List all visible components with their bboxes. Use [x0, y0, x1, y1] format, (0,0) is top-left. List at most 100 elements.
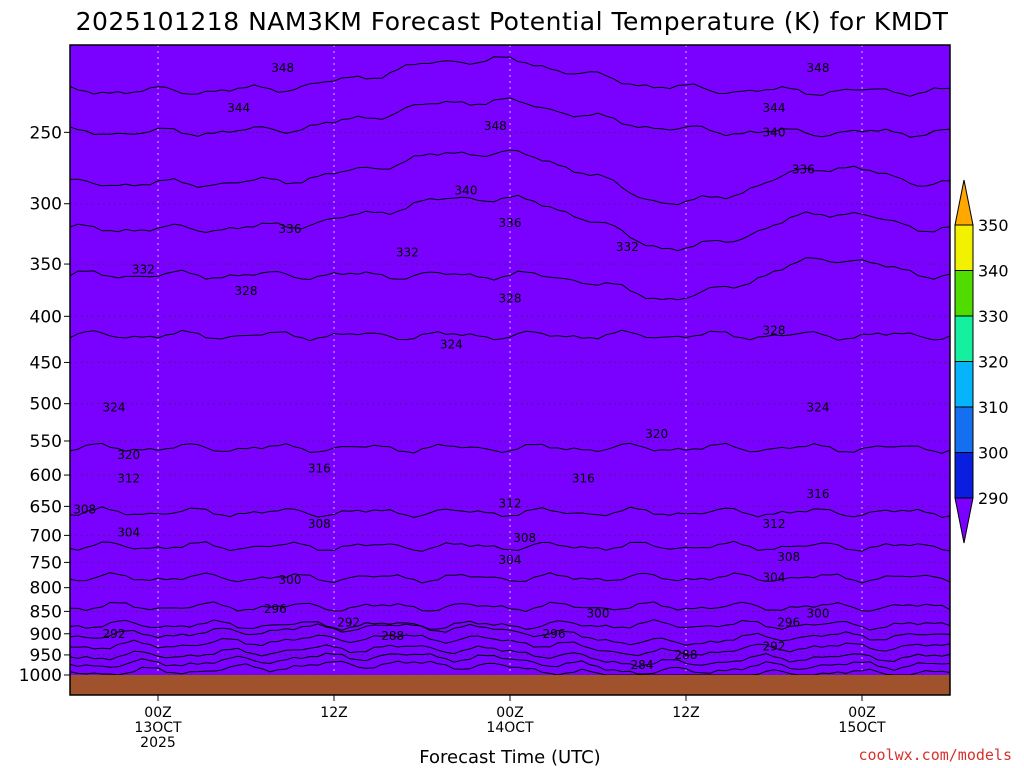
contour-label: 316	[572, 471, 595, 485]
colorbar-label: 300	[978, 444, 1009, 463]
y-tick-label: 300	[30, 195, 62, 215]
contour-312	[70, 572, 950, 584]
x-tick-label: 00Z	[848, 705, 875, 721]
contour-label: 308	[308, 517, 331, 531]
colorbar-label: 290	[978, 489, 1009, 508]
contour-label: 308	[73, 502, 96, 516]
contour-316	[70, 540, 950, 552]
contour-label: 316	[807, 487, 830, 501]
contour-label: 296	[264, 602, 287, 616]
contour-lines	[70, 56, 950, 676]
contour-label: 328	[763, 324, 786, 338]
contour-300	[70, 623, 950, 646]
contour-label: 284	[631, 658, 654, 672]
contour-332	[70, 257, 950, 301]
contour-label: 332	[396, 246, 419, 260]
contour-label: 304	[117, 526, 140, 540]
colorbar: 350 340 330 320 310 300 290	[954, 179, 1009, 544]
contour-label: 308	[513, 531, 536, 545]
contour-label: 304	[763, 571, 786, 585]
y-tick-label: 900	[30, 625, 62, 645]
contour-label: 348	[484, 119, 507, 133]
contour-label: 300	[807, 607, 830, 621]
colorbar-swatch	[954, 452, 974, 499]
x-tick-label: 12Z	[320, 705, 347, 721]
contour-292	[70, 644, 950, 668]
colorbar-swatch	[954, 406, 974, 453]
x-tick-label: 12Z	[672, 705, 699, 721]
contour-label: 344	[763, 101, 786, 115]
colorbar-label: 350	[978, 216, 1009, 235]
contour-label: 324	[440, 338, 463, 352]
contour-label: 312	[763, 517, 786, 531]
contour-340	[70, 149, 950, 206]
x-tick-label: 13OCT	[134, 720, 182, 736]
y-tick-label: 1000	[19, 666, 62, 686]
contour-label: 328	[499, 291, 522, 305]
y-tick-label: 500	[30, 395, 62, 415]
y-tick-label: 650	[30, 497, 62, 517]
y-tick-label: 600	[30, 466, 62, 486]
contour-296	[70, 634, 950, 657]
y-axis: 250 300 350 400 450 500 550 600 650 700 750 800 850 9…	[19, 123, 70, 686]
ground-surface	[70, 675, 950, 695]
contour-label: 320	[645, 427, 668, 441]
colorbar-swatch	[954, 224, 974, 271]
contour-label: 312	[499, 496, 522, 510]
colorbar-label: 330	[978, 307, 1009, 326]
contour-label: 300	[279, 573, 302, 587]
contour-label: 296	[543, 627, 566, 641]
contour-label: 332	[616, 240, 639, 254]
x-tick-label: 00Z	[144, 705, 171, 721]
colorbar-top-arrow	[954, 179, 974, 226]
contour-label: 336	[499, 216, 522, 230]
grid-lines	[70, 45, 950, 695]
contour-288	[70, 652, 950, 675]
y-tick-label: 750	[30, 553, 62, 573]
contour-label: 312	[117, 471, 140, 485]
contour-label: 324	[807, 401, 830, 415]
x-tick-label: 14OCT	[486, 720, 534, 736]
contour-320	[70, 506, 950, 518]
band-above-284	[70, 45, 950, 675]
colorbar-swatch	[954, 361, 974, 408]
colorbar-bottom-arrow	[954, 497, 974, 544]
colorbar-swatch	[954, 270, 974, 317]
y-tick-label: 400	[30, 307, 62, 327]
contour-label: 304	[499, 553, 522, 567]
colorbar-label: 320	[978, 353, 1009, 372]
colorbar-label: 310	[978, 398, 1009, 417]
y-tick-label: 700	[30, 526, 62, 546]
contour-label: 336	[792, 163, 815, 177]
credit-text[interactable]: coolwx.com/models	[858, 746, 1012, 764]
contour-label: 300	[587, 607, 610, 621]
x-tick-label: 2025	[140, 735, 176, 751]
y-tick-label: 850	[30, 602, 62, 622]
contour-348	[70, 56, 950, 97]
contour-label: 292	[103, 627, 126, 641]
contour-label: 288	[675, 648, 698, 662]
contour-344	[70, 97, 950, 138]
contour-label: 324	[103, 401, 126, 415]
contour-304	[70, 619, 950, 631]
x-axis-title: Forecast Time (UTC)	[419, 747, 600, 768]
contour-label: 316	[308, 461, 331, 475]
y-tick-label: 350	[30, 255, 62, 275]
contour-328	[70, 329, 950, 342]
contour-label: 296	[777, 616, 800, 630]
contour-label: 320	[117, 448, 140, 462]
contour-label: 340	[455, 183, 478, 197]
plot-area	[70, 45, 950, 695]
colorbar-swatch	[954, 315, 974, 362]
chart-title: 2025101218 NAM3KM Forecast Potential Tem…	[76, 7, 949, 36]
contour-label: 292	[337, 616, 360, 630]
contour-label: 348	[271, 61, 294, 75]
contour-labels: 348 348 348 344 344 340 340 336 336 336 332 332 332 3…	[73, 61, 829, 672]
colorbar-label: 340	[978, 262, 1009, 281]
y-tick-label: 250	[30, 123, 62, 143]
contour-label: 308	[777, 550, 800, 564]
contour-label: 340	[763, 125, 786, 139]
y-tick-label: 450	[30, 353, 62, 373]
